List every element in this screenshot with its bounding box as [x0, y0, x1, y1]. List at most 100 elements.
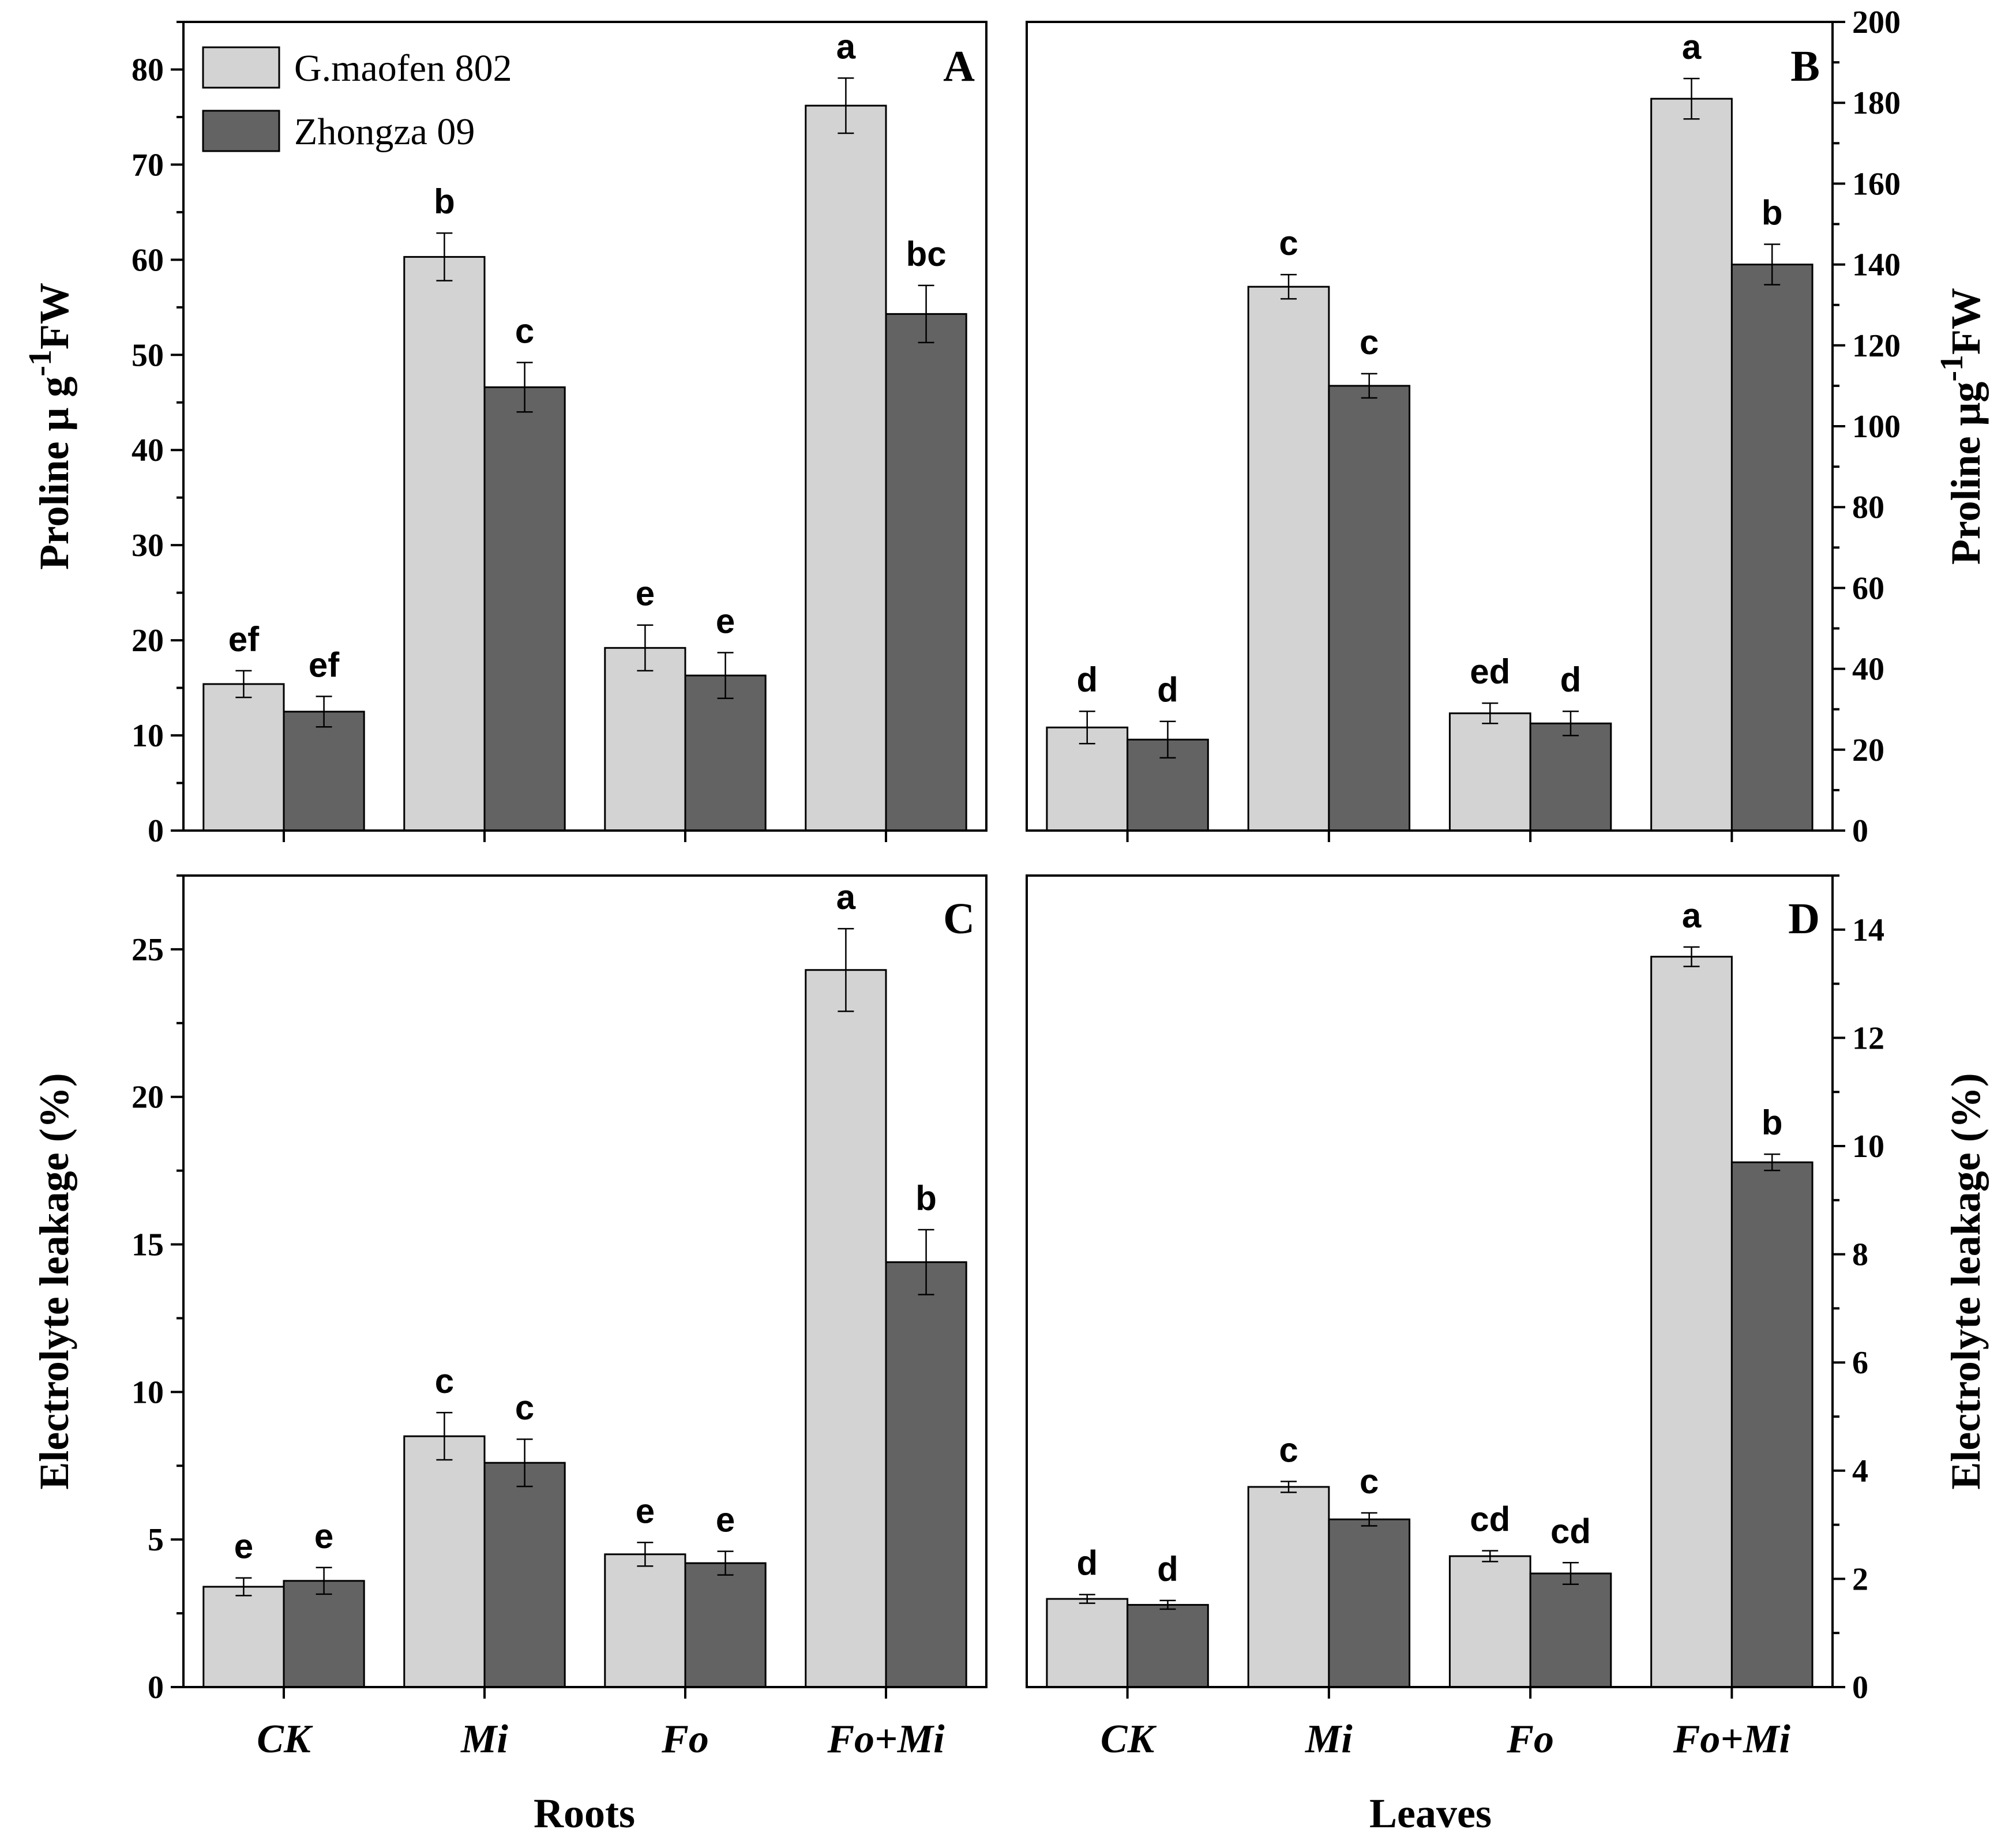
error-bar [316, 696, 332, 728]
y-tick-label: 100 [1852, 409, 1901, 445]
error-bar [637, 624, 654, 672]
bar-b-0-0 [1046, 726, 1129, 832]
significance-label: e [636, 574, 655, 613]
significance-label: bc [906, 235, 947, 273]
y-tick-label: 50 [132, 337, 164, 373]
bar-a-0-0 [202, 683, 285, 832]
error-bar [1683, 77, 1700, 120]
bar-a-1-3 [885, 313, 967, 832]
significance-label: e [716, 602, 735, 641]
bar-d-0-1 [1247, 1486, 1330, 1688]
significance-label: c [1360, 1462, 1379, 1501]
y-tick-label: 0 [1852, 813, 1868, 849]
significance-label: c [1279, 224, 1298, 262]
bar-a-1-1 [483, 386, 566, 832]
y-tick-label: 160 [1852, 166, 1901, 202]
y-tick-label: 20 [132, 623, 164, 659]
error-bar [1764, 1153, 1781, 1171]
y-tick-label: 30 [132, 528, 164, 564]
y-tick-label: 0 [148, 1670, 164, 1706]
y-axis-title: Electrolyte leakage (%) [1943, 1073, 1989, 1489]
significance-label: d [1560, 660, 1582, 699]
y-tick-label: 60 [132, 242, 164, 278]
plot-frame [182, 874, 988, 1688]
panel-letter: A [943, 42, 975, 91]
significance-label: c [1279, 1431, 1298, 1470]
x-group-title-roots: Roots [534, 1790, 635, 1836]
plot-frame [182, 21, 988, 832]
error-bar [1079, 1594, 1095, 1604]
significance-label: e [716, 1501, 735, 1539]
error-bar [1562, 1562, 1579, 1586]
y-tick-label: 15 [132, 1227, 164, 1263]
error-bar [516, 362, 533, 413]
x-category-label: CK [257, 1717, 313, 1761]
significance-label: c [1360, 323, 1379, 362]
panel-letter: D [1788, 895, 1820, 943]
legend-label: Zhongza 09 [294, 111, 475, 153]
y-tick-label: 60 [1852, 570, 1884, 606]
panel-letter: C [943, 895, 975, 943]
error-bar [1159, 720, 1176, 759]
bar-b-1-3 [1730, 264, 1813, 832]
bar-c-0-1 [403, 1435, 486, 1688]
y-axis-title: Electrolyte leakage (%) [31, 1073, 77, 1489]
y-axis-title: Proline μg-1FW [1934, 288, 1989, 565]
significance-label: d [1157, 671, 1178, 709]
error-bar [637, 1542, 654, 1567]
bar-d-0-2 [1448, 1555, 1531, 1688]
error-bar [1281, 1481, 1297, 1493]
error-bar [436, 232, 453, 281]
significance-label: a [836, 878, 856, 917]
significance-label: c [435, 1362, 454, 1400]
significance-label: d [1076, 1544, 1098, 1583]
y-tick-label: 10 [1852, 1129, 1884, 1165]
significance-label: b [1762, 194, 1783, 232]
bar-c-1-2 [684, 1562, 767, 1688]
bar-a-1-0 [283, 711, 365, 832]
bar-c-0-0 [202, 1586, 285, 1688]
y-tick-label: 0 [148, 813, 164, 849]
error-bar [516, 1438, 533, 1488]
panel-letter: B [1790, 42, 1820, 91]
bar-a-0-2 [604, 647, 686, 832]
y-tick-label: 25 [132, 932, 164, 968]
significance-label: b [1762, 1103, 1783, 1142]
error-bar [316, 1567, 332, 1595]
y-tick-label: 180 [1852, 85, 1901, 121]
significance-label: d [1076, 660, 1098, 699]
y-tick-label: 20 [1852, 733, 1884, 768]
error-bar [918, 284, 934, 344]
significance-label: e [314, 1517, 333, 1556]
bar-c-1-1 [483, 1462, 566, 1688]
bar-a-0-1 [403, 256, 486, 832]
panel-c: e c e a e c e b 0 5 10 15 20 25 CK Mi Fo Fo+Mi C Electrolyt… [31, 874, 988, 1761]
bar-d-1-3 [1730, 1161, 1813, 1688]
y-tick-label: 120 [1852, 328, 1901, 364]
significance-label: cd [1470, 1500, 1510, 1539]
bar-a-1-2 [684, 674, 767, 832]
y-tick-label: 5 [148, 1522, 164, 1558]
error-bar [717, 1550, 734, 1576]
x-category-label: Fo [661, 1717, 709, 1761]
x-group-title-leaves: Leaves [1369, 1790, 1492, 1836]
significance-label: ed [1470, 652, 1510, 691]
error-bar [918, 1229, 934, 1295]
bar-c-0-3 [805, 969, 887, 1688]
bar-d-1-2 [1529, 1572, 1612, 1688]
error-bar [1361, 1512, 1377, 1527]
plot-frame [1026, 874, 1834, 1688]
y-tick-label: 40 [132, 433, 164, 468]
bar-d-1-0 [1127, 1603, 1209, 1688]
y-tick-label: 80 [1852, 490, 1884, 525]
bar-d-0-0 [1046, 1598, 1129, 1688]
bar-d-0-3 [1650, 956, 1733, 1688]
x-category-label: CK [1101, 1717, 1157, 1761]
y-tick-label: 70 [132, 147, 164, 183]
error-bar [1683, 946, 1700, 967]
bar-c-1-3 [885, 1261, 967, 1688]
error-bar [838, 927, 854, 1012]
error-bar [436, 1411, 453, 1461]
bar-b-0-3 [1650, 97, 1733, 832]
legend-swatch [202, 110, 280, 152]
